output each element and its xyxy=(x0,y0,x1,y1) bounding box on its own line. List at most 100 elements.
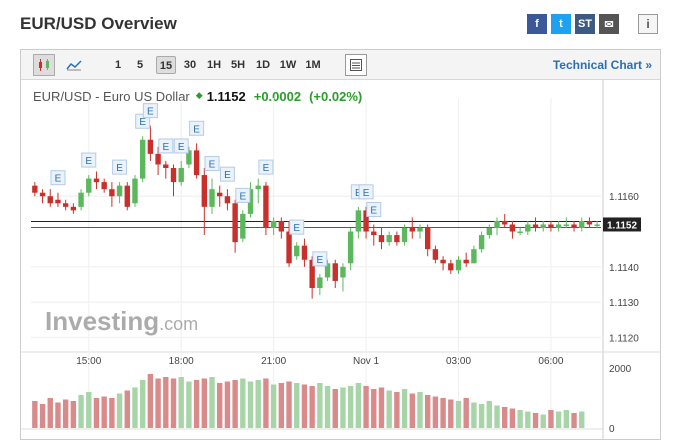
candle-body xyxy=(270,220,277,228)
volume-bar xyxy=(571,413,577,428)
volume-bar xyxy=(294,383,300,428)
timeframe-1h[interactable]: 1H xyxy=(206,59,222,71)
event-marker-label: E xyxy=(147,107,154,118)
timeframe-1w[interactable]: 1W xyxy=(279,59,297,71)
timeframe-30[interactable]: 30 xyxy=(183,59,197,71)
time-tick-label: 15:00 xyxy=(76,356,101,367)
volume-bar xyxy=(155,378,161,428)
candle-body xyxy=(32,185,38,193)
volume-bar xyxy=(147,374,154,428)
technical-chart-link[interactable]: Technical Chart » xyxy=(552,58,652,72)
table-icon[interactable] xyxy=(345,54,367,76)
volume-bar xyxy=(240,378,246,428)
timeframe-5h[interactable]: 5H xyxy=(230,59,246,71)
candle-body xyxy=(463,259,469,264)
volume-bar xyxy=(224,381,231,428)
price-change: +0.0002 xyxy=(253,89,302,104)
volume-bar xyxy=(517,410,523,428)
volume-tick-label: 2000 xyxy=(609,364,632,375)
candle-body xyxy=(170,168,177,183)
candle-body xyxy=(232,203,238,243)
price-chart[interactable]: 1.1160 1.1140 1.1130 1.1120 15:00 18:00 21:00 N… xyxy=(21,50,660,439)
volume-bar xyxy=(170,378,177,428)
header: EUR/USD Overview f t ST ✉ i xyxy=(0,0,680,48)
event-marker xyxy=(219,166,235,182)
event-marker-label: E xyxy=(239,191,246,202)
timeframe-1m[interactable]: 1M xyxy=(305,59,321,71)
info-icon[interactable]: i xyxy=(638,14,658,34)
timeframe-15[interactable]: 15 xyxy=(156,56,176,74)
table-glyph xyxy=(350,59,362,71)
candle-body xyxy=(101,182,107,190)
timeframe-1d[interactable]: 1D xyxy=(255,59,271,71)
candle-body xyxy=(540,224,546,228)
candle-body xyxy=(332,263,338,281)
volume-bar xyxy=(579,411,585,428)
price-tick-label: 1.1130 xyxy=(609,298,639,309)
volume-tick-label: 0 xyxy=(609,424,615,435)
candle-body xyxy=(478,235,485,250)
volume-bar xyxy=(371,389,377,428)
event-marker xyxy=(112,159,128,175)
candle-body xyxy=(571,224,577,228)
email-icon[interactable]: ✉ xyxy=(599,14,619,34)
volume-bar xyxy=(417,392,423,428)
candle-body xyxy=(147,139,154,154)
volume-bar xyxy=(555,411,562,428)
twitter-icon[interactable]: t xyxy=(551,14,571,34)
candlestick-icon[interactable] xyxy=(33,54,55,76)
candle-body xyxy=(62,203,69,207)
event-marker-label: E xyxy=(85,156,92,167)
candle-body xyxy=(278,220,285,232)
candle-body xyxy=(386,235,392,243)
candle-body xyxy=(93,178,100,183)
event-marker-label: E xyxy=(363,188,370,199)
candle-body xyxy=(47,196,53,204)
candle-body xyxy=(394,235,400,243)
volume-bar xyxy=(548,410,554,428)
volume-bar xyxy=(86,392,92,428)
timeframe-1[interactable]: 1 xyxy=(114,59,122,71)
candle-body xyxy=(409,228,415,232)
candle-body xyxy=(255,185,261,190)
candle-body xyxy=(86,178,92,193)
timeframe-5[interactable]: 5 xyxy=(136,59,144,71)
volume-bar xyxy=(332,389,338,428)
event-marker-label: E xyxy=(224,170,231,181)
candle-body xyxy=(355,210,362,232)
candle-body xyxy=(78,192,84,207)
candle-body xyxy=(132,178,138,204)
volume-bar xyxy=(494,405,500,428)
candle-body xyxy=(509,224,516,232)
volume-bar xyxy=(478,404,485,428)
candle-body xyxy=(163,164,169,168)
candle-body xyxy=(417,228,423,232)
volume-bar xyxy=(193,380,200,428)
candle-body xyxy=(440,259,446,264)
volume-bar xyxy=(540,414,546,428)
volume-bar xyxy=(132,387,138,428)
line-chart-icon[interactable] xyxy=(63,54,85,76)
watermark-brand: Investing xyxy=(45,306,160,336)
candle-body xyxy=(378,235,385,243)
time-tick-label: 21:00 xyxy=(261,356,286,367)
investing-watermark: Investing.com xyxy=(45,306,198,337)
volume-bar xyxy=(532,413,539,428)
volume-bar xyxy=(39,404,46,428)
candle-body xyxy=(471,249,477,264)
candlestick-glyph xyxy=(39,59,49,71)
event-marker xyxy=(81,152,97,168)
facebook-icon[interactable]: f xyxy=(527,14,547,34)
event-marker-label: E xyxy=(317,255,324,266)
event-marker xyxy=(204,156,220,172)
instrument-name: EUR/USD - Euro US Dollar xyxy=(33,89,190,104)
candle-body xyxy=(139,139,146,179)
price-change-pct: (+0.02%) xyxy=(309,89,363,104)
candle-body xyxy=(178,168,184,183)
candle-body xyxy=(525,224,531,232)
volume-bar xyxy=(55,402,61,428)
up-arrow-icon: ◆ xyxy=(195,90,203,100)
stocktwits-icon[interactable]: ST xyxy=(575,14,595,34)
candle-body xyxy=(448,263,454,271)
volume-bar xyxy=(178,377,184,428)
